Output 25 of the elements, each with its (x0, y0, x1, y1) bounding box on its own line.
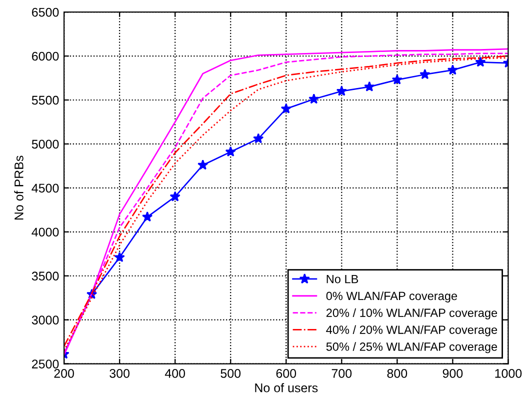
y-axis-title: No of PRBs (14, 156, 24, 220)
x-tick-label: 800 (387, 369, 408, 378)
y-tick-label: 6000 (32, 52, 59, 61)
y-tick-label: 4000 (32, 228, 59, 237)
legend-label: 20% / 10% WLAN/FAP coverage (326, 308, 498, 320)
x-tick-label: 200 (54, 369, 74, 378)
y-tick-label: 2500 (32, 360, 59, 368)
x-tick-label: 300 (110, 369, 130, 378)
x-tick-label: 600 (276, 369, 296, 378)
legend-label: 50% / 25% WLAN/FAP coverage (326, 342, 498, 354)
legend-label: 0% WLAN/FAP coverage (326, 291, 458, 302)
y-tick-label: 6500 (32, 8, 59, 17)
y-tick-label: 5500 (32, 96, 59, 105)
y-tick-label: 4500 (32, 184, 59, 193)
x-tick-label: 400 (164, 369, 186, 378)
x-tick-label: 700 (332, 369, 352, 378)
x-axis-title: No of users (255, 383, 318, 392)
x-tick-label: 500 (220, 369, 241, 378)
x-tick-label: 1000 (495, 369, 522, 378)
x-tick-label: 900 (442, 369, 463, 378)
y-tick-label: 3000 (32, 316, 59, 324)
y-tick-label: 3500 (32, 272, 59, 281)
y-tick-label: 5000 (32, 140, 59, 149)
legend-label: 40% / 20% WLAN/FAP coverage (326, 325, 498, 336)
legend-label: No LB (326, 274, 358, 284)
